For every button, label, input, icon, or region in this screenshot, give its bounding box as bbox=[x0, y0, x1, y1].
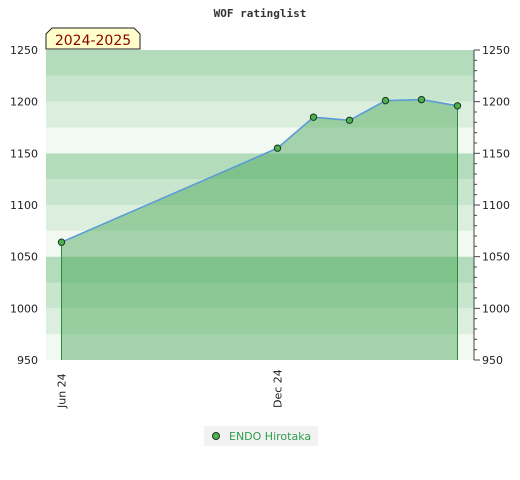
y-tick-label-left: 1050 bbox=[10, 251, 38, 264]
data-point bbox=[273, 144, 282, 152]
y-tick-label-left: 1150 bbox=[10, 147, 38, 160]
legend: ENDO Hirotaka bbox=[204, 426, 318, 446]
y-tick-label-right: 950 bbox=[482, 354, 503, 367]
band bbox=[46, 256, 474, 283]
x-axis: Jun 24 Dec 24 bbox=[56, 369, 285, 409]
y-tick-label-left: 1200 bbox=[10, 96, 38, 109]
band bbox=[46, 50, 474, 76]
y-axis-left: 950 1000 1050 1100 1150 1200 1250 bbox=[10, 44, 38, 367]
y-tick-label-right: 1250 bbox=[482, 44, 510, 57]
band bbox=[46, 282, 474, 309]
x-tick-label: Jun 24 bbox=[56, 373, 69, 409]
season-label: 2024-2025 bbox=[55, 33, 131, 49]
drop-lines bbox=[61, 105, 458, 360]
season-badge: 2024-2025 bbox=[45, 27, 141, 50]
band bbox=[46, 127, 474, 154]
rating-points bbox=[57, 95, 462, 246]
band bbox=[46, 308, 474, 335]
legend-box bbox=[204, 426, 318, 446]
rating-area bbox=[61, 99, 458, 360]
data-point bbox=[453, 102, 462, 110]
data-point bbox=[381, 96, 390, 105]
band bbox=[46, 153, 474, 180]
band bbox=[46, 179, 474, 205]
legend-label: ENDO Hirotaka bbox=[229, 430, 311, 443]
season-badge-box bbox=[45, 27, 141, 50]
data-point bbox=[57, 238, 66, 246]
y-tick-label-left: 1250 bbox=[10, 44, 38, 57]
y-tick-label-right: 1100 bbox=[482, 199, 510, 212]
band bbox=[46, 230, 474, 257]
y-tick-label-left: 1100 bbox=[10, 199, 38, 212]
y-tick-label-right: 1050 bbox=[482, 251, 510, 264]
band bbox=[46, 101, 474, 128]
y-tick-label-left: 950 bbox=[17, 354, 38, 367]
y-axis-right: 950 1000 1050 1100 1150 1200 1250 bbox=[473, 44, 510, 367]
background-bands bbox=[46, 50, 474, 360]
x-tick-label: Dec 24 bbox=[272, 369, 285, 408]
y-tick-label-right: 1000 bbox=[482, 302, 510, 315]
y-tick-label-left: 1000 bbox=[10, 302, 38, 315]
data-point bbox=[417, 95, 426, 104]
band bbox=[46, 334, 474, 360]
data-point bbox=[309, 113, 318, 121]
band bbox=[46, 75, 474, 102]
chart-title: WOF ratinglist bbox=[214, 7, 307, 20]
data-point bbox=[345, 116, 354, 124]
y-tick-label-right: 1150 bbox=[482, 147, 510, 160]
y-tick-label-right: 1200 bbox=[482, 96, 510, 109]
legend-marker bbox=[212, 432, 220, 440]
